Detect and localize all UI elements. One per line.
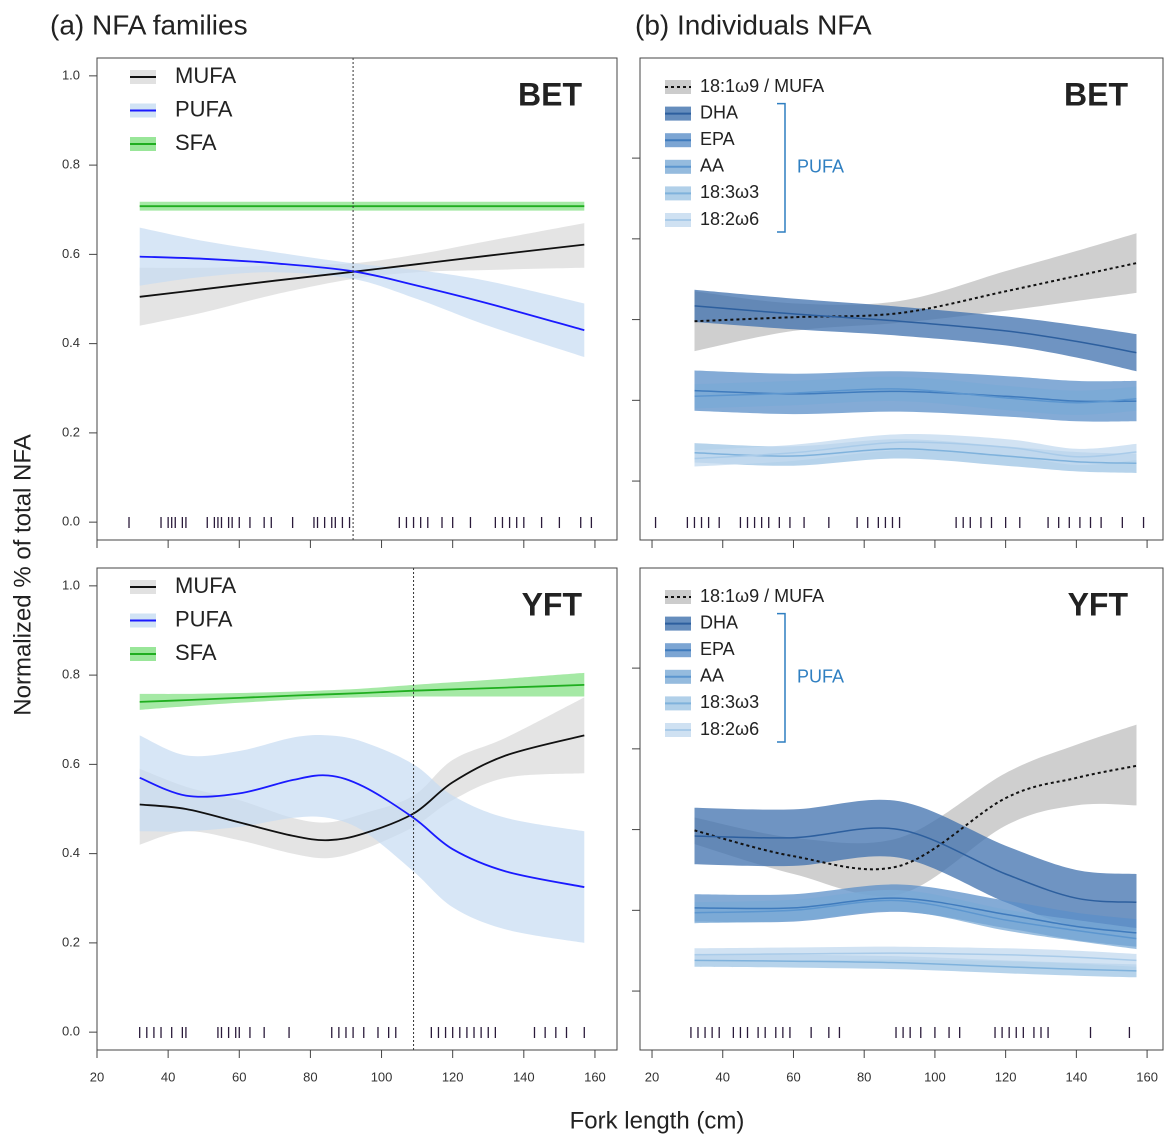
plot-panel: 20 40 60 80 100 120 140 160 18:1ω9 / MUFA DHA EPA A… [632, 567, 1164, 1084]
plot-area [694, 724, 1137, 978]
series-line [139, 684, 585, 703]
confidence-band [694, 799, 1137, 931]
x-tick-label: 40 [161, 1069, 175, 1084]
plot-panel: 0.0 0.2 0.4 0.6 0.8 1.0 MUFA PUFA SFA BET [62, 57, 618, 548]
y-tick-label: 0.8 [62, 157, 80, 172]
legend-label: SFA [175, 130, 217, 155]
legend-label: 18:3ω3 [700, 692, 759, 712]
legend: 18:1ω9 / MUFA DHA EPA AA 18:3ω3 18:2ω6 PUFA [665, 76, 844, 233]
y-tick-label: 1.0 [62, 67, 80, 82]
bracket-label: PUFA [797, 667, 844, 687]
legend-bracket [777, 102, 786, 233]
legend-label: 18:1ω9 / MUFA [700, 76, 824, 96]
x-tick-label: 60 [786, 1069, 800, 1084]
plot-panel: 0.0 0.2 0.4 0.6 0.8 1.0 20 40 60 80 100 120 140 160 MU… [62, 567, 618, 1084]
legend-label: PUFA [175, 96, 233, 121]
legend-label: 18:3ω3 [700, 182, 759, 202]
plot-frame [639, 57, 1164, 541]
panel-label: BET [1064, 76, 1128, 112]
confidence-band [694, 289, 1137, 372]
legend-label: SFA [175, 640, 217, 665]
series-line [139, 774, 585, 888]
confidence-band [694, 946, 1137, 967]
panel-label: BET [518, 76, 582, 112]
plot-area [694, 233, 1137, 473]
legend-label: 18:1ω9 / MUFA [700, 586, 824, 606]
legend-label: MUFA [175, 573, 236, 598]
x-tick-label: 160 [1136, 1069, 1158, 1084]
legend-label: 18:2ω6 [700, 719, 759, 739]
bracket-label: PUFA [797, 157, 844, 177]
y-tick-label: 0.6 [62, 756, 80, 771]
panel-label: YFT [1068, 586, 1129, 622]
series-line [694, 448, 1137, 465]
confidence-band [139, 735, 585, 943]
plot-panel: 18:1ω9 / MUFA DHA EPA AA 18:3ω3 18:2ω6 PUFA BET [632, 57, 1164, 548]
legend-label: DHA [700, 612, 738, 632]
legend-label: EPA [700, 129, 735, 149]
confidence-band [139, 672, 585, 710]
y-tick-label: 0.6 [62, 246, 80, 261]
series-line [694, 764, 1137, 871]
series-line [694, 441, 1137, 460]
y-tick-label: 0.0 [62, 1024, 80, 1039]
x-axis-label: Fork length (cm) [570, 1107, 745, 1134]
y-tick-label: 0.2 [62, 424, 80, 439]
y-axis-label: Normalized % of total NFA [9, 434, 36, 715]
plot-area [139, 201, 585, 357]
legend: MUFA PUFA SFA [130, 573, 236, 665]
legend-label: AA [700, 666, 724, 686]
legend-label: EPA [700, 639, 735, 659]
x-tick-label: 60 [232, 1069, 246, 1084]
series-line [694, 305, 1137, 354]
x-tick-label: 100 [924, 1069, 946, 1084]
legend-label: 18:2ω6 [700, 209, 759, 229]
legend-label: PUFA [175, 606, 233, 631]
series-line [694, 899, 1137, 940]
y-tick-label: 1.0 [62, 577, 80, 592]
confidence-band [694, 889, 1137, 950]
confidence-band [694, 434, 1137, 467]
series-line [694, 827, 1137, 904]
series-line [694, 952, 1137, 962]
x-tick-label: 40 [716, 1069, 730, 1084]
legend-label: MUFA [175, 63, 236, 88]
plot-area [139, 672, 585, 943]
x-tick-label: 120 [442, 1069, 464, 1084]
y-tick-label: 0.8 [62, 667, 80, 682]
series-line [694, 262, 1137, 323]
x-tick-label: 80 [303, 1069, 317, 1084]
confidence-band [139, 227, 585, 357]
x-tick-label: 80 [857, 1069, 871, 1084]
y-tick-label: 0.0 [62, 514, 80, 529]
x-tick-label: 160 [584, 1069, 606, 1084]
y-tick-label: 0.4 [62, 335, 80, 350]
legend-label: AA [700, 156, 724, 176]
y-tick-label: 0.4 [62, 845, 80, 860]
x-tick-label: 140 [513, 1069, 535, 1084]
plot-frame [96, 57, 618, 541]
panel-title: (b) Individuals NFA [635, 9, 872, 40]
series-line [139, 734, 585, 842]
legend-bracket [777, 612, 786, 743]
x-tick-label: 120 [995, 1069, 1017, 1084]
legend: 18:1ω9 / MUFA DHA EPA AA 18:3ω3 18:2ω6 PUFA [665, 586, 844, 743]
y-tick-label: 0.2 [62, 934, 80, 949]
x-tick-label: 140 [1066, 1069, 1088, 1084]
legend-label: DHA [700, 102, 738, 122]
series-line [694, 897, 1137, 934]
series-line [694, 388, 1137, 404]
x-tick-label: 100 [371, 1069, 393, 1084]
x-tick-label: 20 [645, 1069, 659, 1084]
panel-title: (a) NFA families [50, 9, 248, 40]
plot-frame [639, 567, 1164, 1051]
legend: MUFA PUFA SFA [130, 63, 236, 155]
x-tick-label: 20 [90, 1069, 104, 1084]
confidence-band [694, 376, 1137, 415]
panel-label: YFT [522, 586, 583, 622]
series-line [694, 959, 1137, 972]
plot-frame [96, 567, 618, 1051]
